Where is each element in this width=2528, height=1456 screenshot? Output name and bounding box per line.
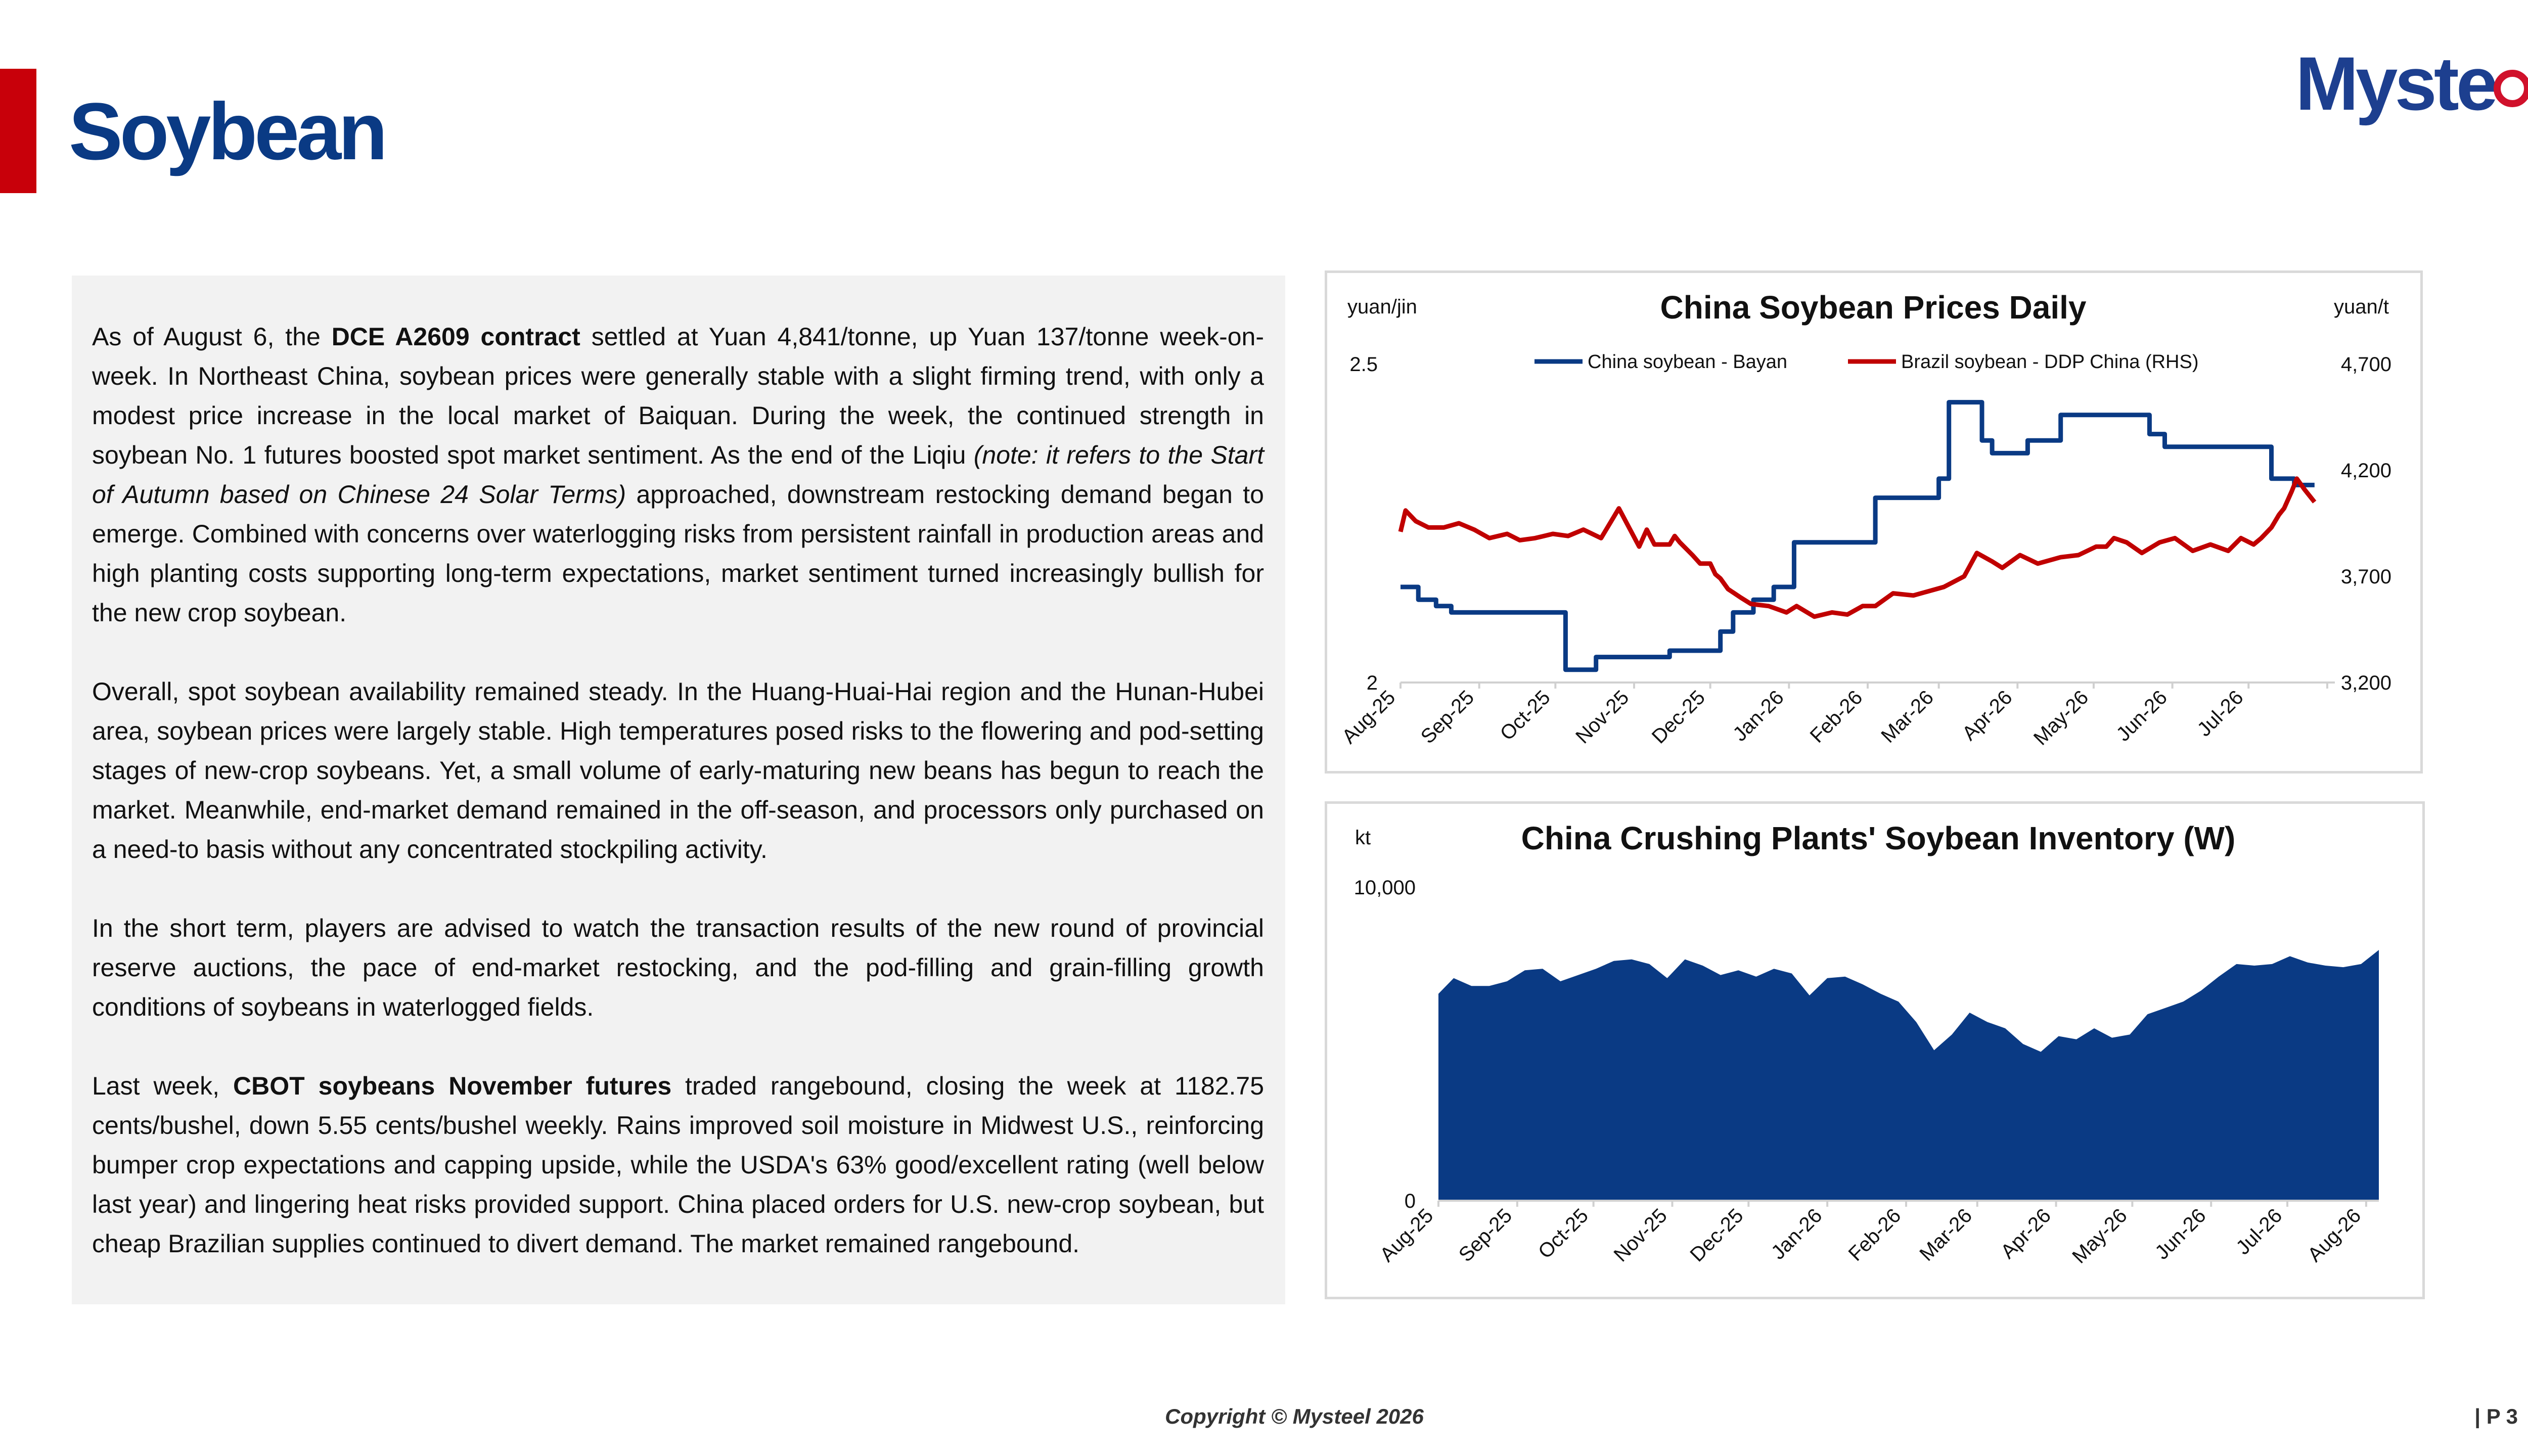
p4-bold-futures: CBOT soybeans November futures: [233, 1072, 672, 1100]
price-chart-svg: China Soybean Prices Daily yuan/jin yuan/t…: [1338, 289, 2391, 750]
p4-text-2: traded rangebound, closing the week at 1…: [92, 1072, 1265, 1258]
x-tick-label: Jan-26: [1767, 1204, 1827, 1264]
inventory-chart: China Crushing Plants' Soybean Inventory…: [1325, 801, 2425, 1299]
y-right-tick-label: 4,700: [2341, 353, 2391, 376]
y-tick-label: 10,000: [1354, 877, 1416, 899]
legend-label-china-soybean-bayan: China soybean - Bayan: [1588, 351, 1787, 373]
paragraph-spot-availability: Overall, spot soybean availability remai…: [92, 677, 1264, 863]
x-tick-label: Sep-25: [1417, 686, 1478, 748]
x-tick-label: Dec-25: [1648, 686, 1709, 748]
y-axis-left-unit: yuan/jin: [1347, 296, 1417, 318]
y-left-tick-label: 2.5: [1349, 353, 1378, 376]
logo-ring-icon: [2494, 70, 2528, 107]
title-accent-bar: [0, 69, 36, 193]
x-tick-label: Feb-26: [1806, 686, 1867, 747]
x-tick-label: Aug-25: [1376, 1204, 1437, 1266]
p1-text-1: As of August 6, the: [92, 323, 332, 351]
x-tick-label: May-26: [2068, 1204, 2131, 1267]
paragraph-short-term: In the short term, players are advised t…: [92, 914, 1264, 1021]
x-tick-label: Dec-25: [1686, 1204, 1747, 1266]
x-tick-label: Aug-26: [2304, 1204, 2365, 1266]
page-title: Soybean: [69, 86, 388, 176]
p4-text-1: Last week,: [92, 1072, 234, 1100]
inventory-area: [1438, 950, 2379, 1201]
x-tick-label: Mar-26: [1915, 1204, 1976, 1265]
p1-text-2: settled at Yuan 4,841/tonne, up Yuan 137…: [92, 323, 1264, 469]
x-tick-label: Jun-26: [2151, 1204, 2210, 1264]
logo-text: Mystel: [2295, 46, 2528, 121]
series-line-brazil-soybean-ddp-china-rhs: [1398, 476, 2317, 619]
x-tick-label: May-26: [2029, 686, 2093, 749]
paragraph-cbot: Last week, CBOT soybeans November future…: [92, 1066, 1264, 1263]
p1-bold-contract: DCE A2609 contract: [331, 323, 580, 351]
x-tick-label: Jun-26: [2112, 686, 2172, 746]
y-right-tick-label: 3,200: [2341, 672, 2391, 694]
x-tick-label: Sep-25: [1455, 1204, 1516, 1266]
chart-title: China Soybean Prices Daily: [1660, 289, 2087, 326]
footer-page-number: | P 3: [2474, 1404, 2518, 1428]
x-tick-label: Aug-25: [1338, 686, 1400, 748]
inventory-chart-svg: China Crushing Plants' Soybean Inventory…: [1354, 820, 2379, 1268]
y-axis-unit: kt: [1355, 827, 1371, 849]
legend-label-brazil-soybean-ddp-china-rhs: Brazil soybean - DDP China (RHS): [1901, 351, 2199, 373]
y-right-tick-label: 3,700: [2341, 566, 2391, 588]
y-left-tick-label: 2: [1367, 672, 1378, 694]
y-tick-label: 0: [1405, 1190, 1416, 1212]
p1-italic-note: (note: it refers to the Start of Autumn …: [92, 441, 1264, 509]
y-right-tick-label: 4,200: [2341, 460, 2391, 482]
x-tick-label: Mar-26: [1877, 686, 1938, 747]
article-panel: As of August 6, the DCE A2609 contract s…: [72, 276, 1285, 1304]
chart-title: China Crushing Plants' Soybean Inventory…: [1521, 820, 2236, 856]
x-tick-label: Nov-25: [1571, 686, 1633, 748]
series-line-china-soybean-bayan: [1401, 400, 2315, 672]
x-tick-label: Jan-26: [1729, 686, 1788, 746]
x-tick-label: Jul-26: [2232, 1204, 2286, 1259]
x-tick-label: Jul-26: [2193, 686, 2247, 741]
x-tick-label: Nov-25: [1610, 1204, 1672, 1266]
p1-text-3: approached, downstream restocking demand…: [92, 480, 1264, 627]
x-tick-label: Apr-26: [1997, 1204, 2055, 1263]
y-axis-right-unit: yuan/t: [2334, 296, 2389, 318]
x-tick-label: Oct-25: [1534, 1204, 1593, 1263]
logo-text-main: Myste: [2295, 41, 2498, 126]
x-tick-label: Feb-26: [1844, 1204, 1906, 1265]
footer-copyright: Copyright © Mysteel 2026: [1165, 1404, 1424, 1428]
price-chart: China Soybean Prices Daily yuan/jin yuan/t…: [1325, 270, 2423, 774]
paragraph-dce-market: As of August 6, the DCE A2609 contract s…: [92, 317, 1264, 632]
x-tick-label: Apr-26: [1958, 686, 2017, 745]
x-tick-label: Oct-25: [1496, 686, 1555, 745]
